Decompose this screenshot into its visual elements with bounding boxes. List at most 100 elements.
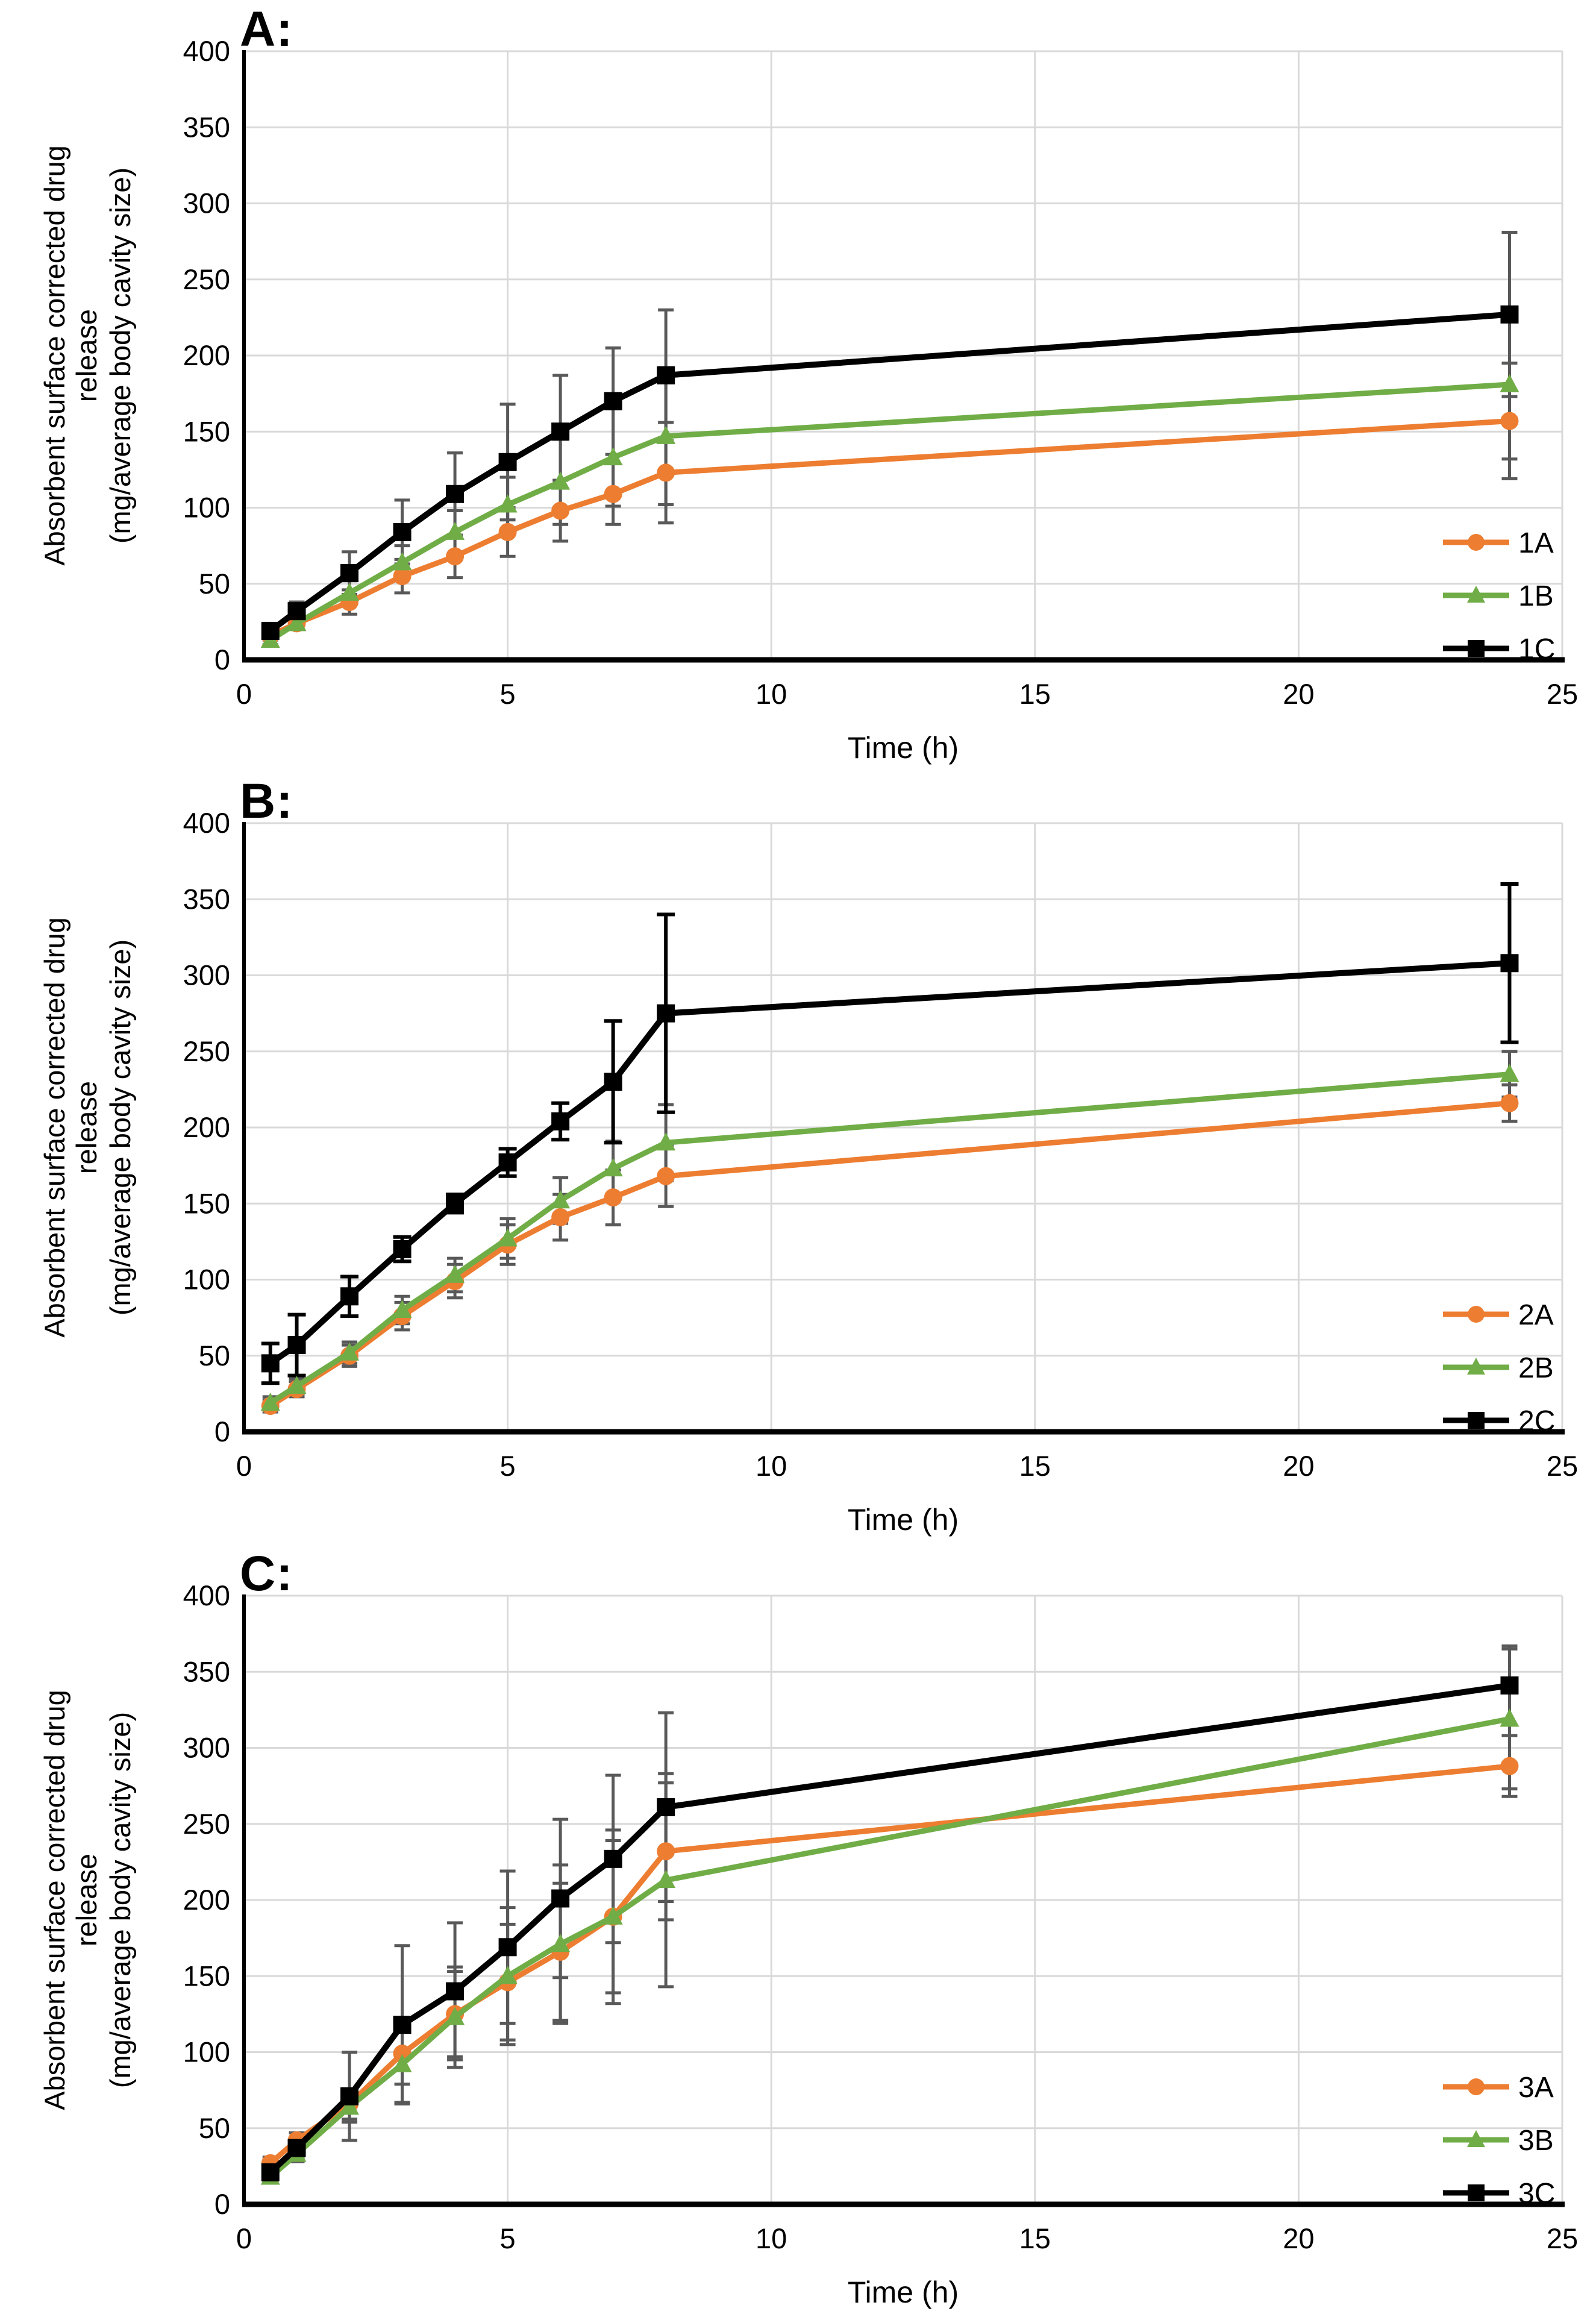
series-3A-marker <box>657 1842 675 1861</box>
x-tick-label: 15 <box>1019 2222 1051 2254</box>
series-3A-marker <box>1500 1757 1519 1775</box>
y-tick-label: 50 <box>199 2112 230 2144</box>
x-tick-label: 0 <box>236 1450 252 1482</box>
y-tick-labels: 0 50 100 150 200 250 300 350 400 <box>183 807 230 1447</box>
series-1C-line <box>268 311 1510 634</box>
x-tick-label: 5 <box>500 2222 516 2254</box>
series-2A-marker <box>604 1188 622 1207</box>
legend-marker <box>1468 1412 1485 1429</box>
series-3B-marker <box>445 2007 465 2025</box>
x-tick-labels: 0 5 10 15 20 25 <box>236 1450 1578 1482</box>
legend-label: 2A <box>1518 1299 1554 1331</box>
series-3C <box>261 1676 1519 2181</box>
y-tick-label: 150 <box>183 1960 230 1992</box>
legend-marker <box>1468 640 1485 657</box>
chart-panel-b: Absorbent surface corrected drug release… <box>0 772 1596 1544</box>
y-tick-label: 250 <box>183 1808 230 1840</box>
legend-label: 3A <box>1518 2072 1554 2104</box>
series-3C-marker <box>1500 1676 1519 1695</box>
x-axis-title: Time (h) <box>848 731 959 765</box>
panel-title-b: B: <box>240 774 293 829</box>
x-tick-label: 25 <box>1547 2222 1578 2254</box>
series-1B-marker <box>551 471 571 490</box>
legend-label: 1A <box>1518 527 1554 559</box>
series-1A-marker <box>551 501 570 520</box>
series-2B <box>260 1064 1519 1411</box>
series-2B-marker <box>498 1228 518 1247</box>
series-3C-marker <box>393 2016 412 2034</box>
y-tick-label: 200 <box>183 1111 230 1143</box>
series-1C-marker <box>446 484 465 503</box>
legend-label: 1B <box>1518 580 1554 612</box>
series-1C-marker <box>261 622 280 641</box>
series-2B-marker <box>603 1158 623 1177</box>
y-tick-label: 0 <box>214 644 230 676</box>
gridlines <box>244 822 1563 1432</box>
series-3C-error-bars <box>262 1644 1518 2183</box>
series-3B-marker <box>656 1870 676 1889</box>
series-2A-line <box>269 1100 1510 1408</box>
series-1B-line <box>269 381 1510 642</box>
series-1C-marker <box>498 453 517 471</box>
legend-label: 3B <box>1518 2125 1554 2157</box>
y-tick-labels: 0 50 100 150 200 250 300 350 400 <box>183 35 230 676</box>
series-1A-marker <box>446 547 465 566</box>
series-1C-marker <box>287 602 306 621</box>
y-tick-label: 300 <box>183 959 230 991</box>
series-1C-marker <box>604 392 622 410</box>
series-3C-marker <box>551 1889 570 1908</box>
x-tick-label: 10 <box>756 2222 787 2254</box>
legend-marker <box>1467 1358 1485 1375</box>
legend-item-3B: 3B <box>1443 2125 1554 2157</box>
y-tick-label: 400 <box>183 35 230 67</box>
series-1A-marker <box>1500 412 1519 430</box>
series-3B-marker <box>340 2096 360 2115</box>
series-2C-marker <box>287 1336 306 1355</box>
series-3C-line <box>268 1682 1510 2175</box>
x-tick-label: 20 <box>1283 1450 1314 1482</box>
plot-area-c: 0 50 100 150 200 250 300 350 400 0 5 10 15 20 25 Time (… <box>183 1579 1579 2309</box>
gridlines <box>244 1594 1563 2204</box>
x-tick-labels: 0 5 10 15 20 25 <box>236 2222 1578 2254</box>
series-3C-marker <box>446 1982 465 2001</box>
series-2A-marker <box>551 1208 570 1226</box>
x-tick-label: 5 <box>500 678 516 710</box>
series-1B-marker <box>445 521 465 540</box>
y-tick-label: 50 <box>199 1340 230 1372</box>
series-3A <box>261 1757 1519 2172</box>
series-1A <box>261 412 1519 645</box>
x-tick-labels: 0 5 10 15 20 25 <box>236 678 1578 710</box>
legend-label: 2C <box>1518 1405 1555 1437</box>
series-2C-marker <box>393 1240 412 1258</box>
series-1A-marker <box>657 463 675 482</box>
x-tick-label: 15 <box>1019 1450 1051 1482</box>
legend-marker <box>1468 2078 1485 2095</box>
series-2C-marker <box>498 1153 517 1172</box>
series-2B-marker <box>445 1264 465 1283</box>
series-2C-marker <box>604 1073 622 1091</box>
series-2C-marker <box>340 1287 359 1306</box>
panel-title-c: C: <box>240 1546 293 1601</box>
x-tick-label: 0 <box>236 678 252 710</box>
plot-area-b: 0 50 100 150 200 250 300 350 400 0 5 10 15 20 25 Time (… <box>183 807 1579 1537</box>
legend-item-2A: 2A <box>1443 1299 1554 1331</box>
series-3B-marker <box>603 1906 623 1925</box>
series-2A-marker <box>657 1167 675 1185</box>
y-tick-label: 0 <box>214 2188 230 2220</box>
series-3B-marker <box>1500 1708 1519 1727</box>
series-2B-marker <box>340 1342 360 1361</box>
series-2B-line <box>269 1071 1510 1405</box>
series-2C-marker <box>261 1354 280 1373</box>
y-tick-label: 350 <box>183 883 230 915</box>
legend: 2A 2B 2C <box>1443 1299 1555 1437</box>
legend: 3A 3B 3C <box>1443 2072 1555 2210</box>
series-2B-marker <box>656 1132 676 1151</box>
y-tick-label: 300 <box>183 1732 230 1764</box>
x-axis-title: Time (h) <box>848 1503 959 1537</box>
series-2B-marker <box>1500 1064 1519 1082</box>
series-1C-marker <box>1500 305 1519 324</box>
series-2C-marker <box>657 1004 675 1023</box>
legend-item-2C: 2C <box>1443 1405 1555 1437</box>
series-2B-marker <box>551 1190 571 1209</box>
